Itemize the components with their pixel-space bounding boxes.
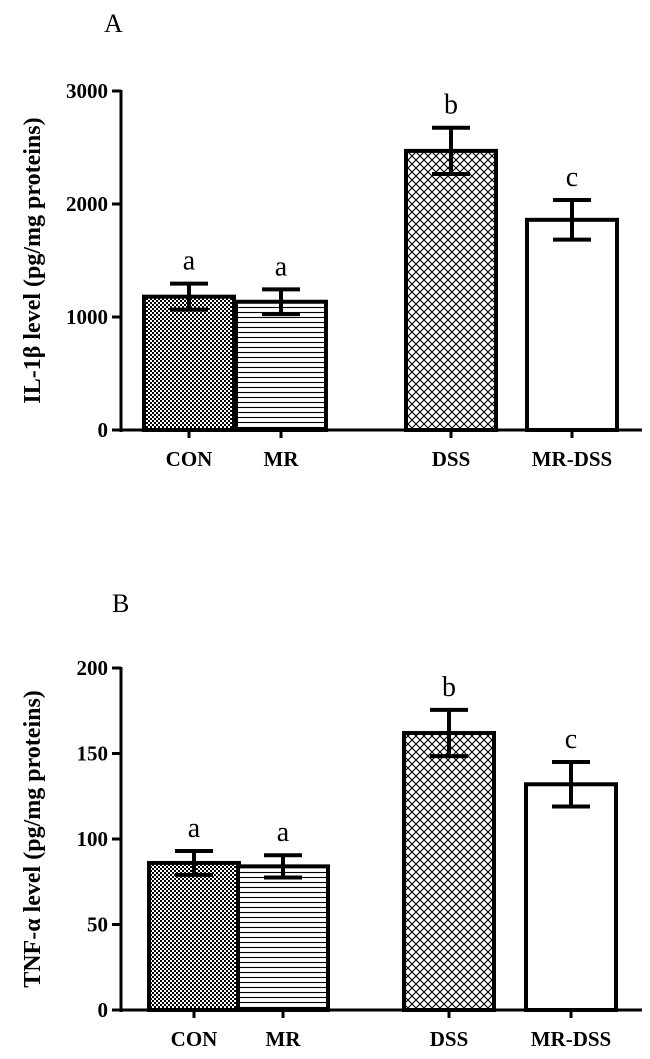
x-tick-label: MR	[266, 1027, 302, 1051]
y-tick-label: 2000	[66, 192, 108, 216]
chart-tnfa: B TNF-α level (pg/mg proteins) a CON a MR b DSS…	[20, 589, 642, 1051]
error-bar	[262, 287, 300, 317]
significance-label: c	[565, 724, 577, 755]
x-tick-label: DSS	[432, 447, 471, 471]
y-tick-label: 3000	[66, 79, 108, 103]
y-tick-label: 100	[77, 827, 109, 851]
bar-con	[142, 294, 236, 432]
significance-label: a	[275, 251, 288, 282]
error-bar	[264, 853, 302, 880]
error-bar	[175, 848, 213, 877]
y-axis-label: IL-1β level (pg/mg proteins)	[20, 117, 46, 403]
y-axis-label: TNF-α level (pg/mg proteins)	[20, 690, 46, 988]
significance-label: a	[188, 813, 201, 844]
bar-con	[147, 860, 241, 1012]
error-bar	[553, 198, 591, 242]
significance-label: b	[444, 90, 458, 121]
bar-dss	[404, 148, 498, 432]
error-bar	[430, 707, 468, 759]
x-tick-label: CON	[166, 447, 213, 471]
bar-mr-dss	[525, 217, 619, 432]
y-tick-label: 150	[77, 742, 109, 766]
bar-dss	[402, 730, 496, 1012]
x-tick-label: MR-DSS	[532, 447, 613, 471]
significance-label: b	[442, 672, 456, 703]
y-tick-label: 0	[98, 998, 109, 1022]
error-bar	[552, 760, 590, 809]
significance-label: a	[183, 246, 196, 277]
chart-il1b: A IL-1β level (pg/mg proteins) a CON a MR b DSS…	[20, 9, 642, 471]
significance-label: a	[277, 817, 290, 848]
panel-label: B	[112, 589, 129, 618]
panel-label: A	[104, 9, 123, 38]
y-tick-label: 50	[87, 913, 108, 937]
y-tick-label: 1000	[66, 305, 108, 329]
error-bar	[170, 281, 208, 312]
bar-mr	[234, 299, 328, 432]
x-tick-label: MR-DSS	[531, 1027, 612, 1051]
x-tick-label: MR	[264, 447, 300, 471]
y-tick-label: 0	[98, 418, 109, 442]
significance-label: c	[566, 162, 578, 193]
x-tick-label: DSS	[430, 1027, 469, 1051]
bar-mr	[236, 864, 330, 1012]
y-tick-label: 200	[77, 656, 109, 680]
x-tick-label: CON	[171, 1027, 218, 1051]
bar-mr-dss	[524, 782, 618, 1013]
error-bar	[432, 125, 470, 177]
